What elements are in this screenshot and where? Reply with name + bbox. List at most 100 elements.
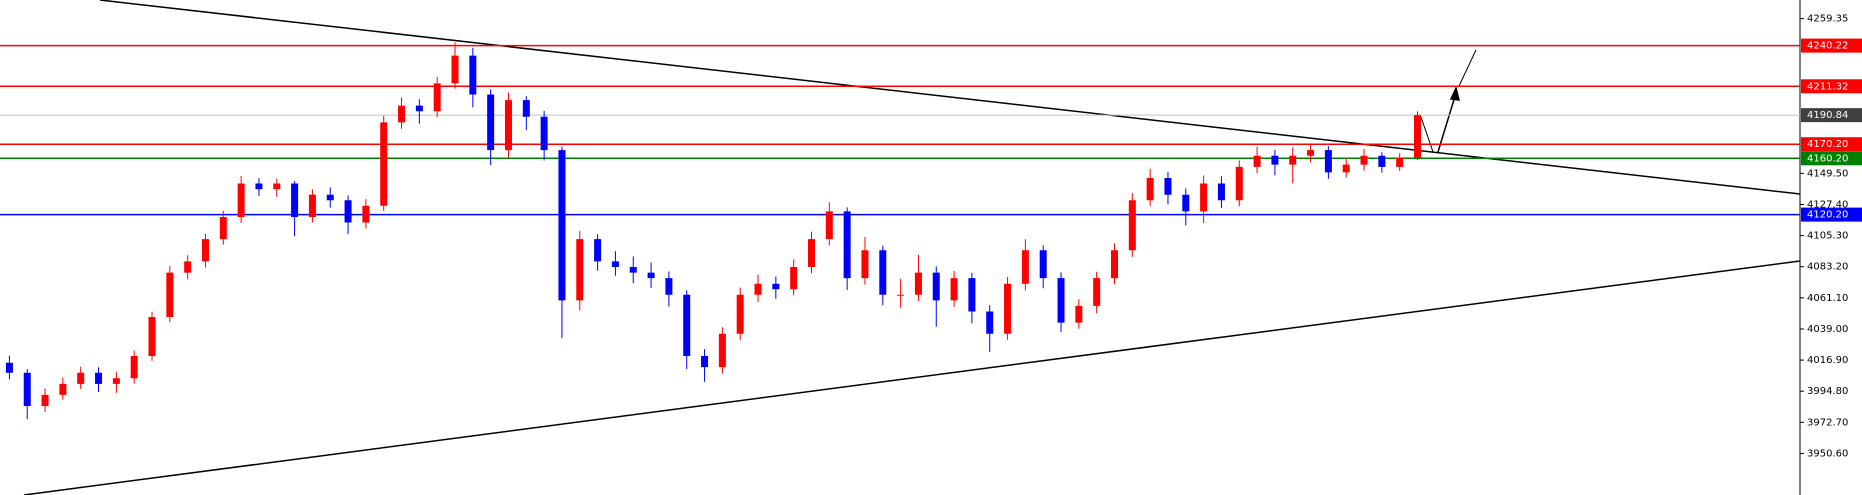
candle-body	[291, 183, 299, 218]
candle-body	[754, 283, 762, 295]
y-tick-label: 4259.35	[1807, 14, 1848, 25]
pullback-arrow	[1420, 116, 1434, 153]
overlay: 3950.60 3972.70 3994.80 4016.90 4039.00 4061.…	[0, 14, 1862, 459]
candle-body	[487, 94, 495, 151]
candle-body	[95, 372, 103, 384]
y-tick-label: 4127.40	[1807, 199, 1848, 210]
candle-body	[1182, 194, 1190, 212]
trend-lines	[23, 0, 1801, 495]
candle-body	[701, 356, 709, 368]
y-tick-label: 3950.60	[1807, 448, 1848, 459]
candle-body	[718, 333, 726, 368]
price-level-box	[1801, 38, 1862, 53]
candle-body	[380, 122, 388, 206]
candle-body	[1021, 250, 1029, 284]
candle-body	[219, 217, 227, 240]
candle-body	[504, 100, 512, 151]
candles	[5, 42, 1422, 420]
candle-body	[308, 194, 316, 218]
arrow-head	[1449, 85, 1460, 101]
candle-body	[1039, 250, 1047, 279]
candle-body	[950, 278, 958, 301]
y-tick-label: 4105.30	[1807, 231, 1848, 242]
candle-body	[398, 105, 406, 123]
candle-body	[1342, 164, 1350, 173]
candle-body	[1004, 283, 1012, 334]
price-level-label: 4240.22	[1807, 41, 1848, 52]
candle-body	[825, 211, 833, 240]
price-level-box	[1801, 151, 1862, 166]
candle-body	[273, 183, 281, 190]
candle-body	[807, 239, 815, 268]
price-level-label: 4211.32	[1807, 81, 1848, 92]
candle-body	[594, 239, 602, 262]
price-level-box	[1801, 207, 1862, 222]
candle-body	[772, 283, 780, 290]
candle-body	[1378, 155, 1386, 167]
price-level-box	[1801, 137, 1862, 152]
candle-body	[932, 272, 940, 301]
candle-body	[451, 55, 459, 84]
price-level-box	[1801, 108, 1862, 123]
candle-body	[861, 250, 869, 279]
candle-body	[1110, 250, 1118, 279]
candle-body	[914, 272, 922, 295]
candle-body	[879, 250, 887, 295]
candle-body	[201, 239, 209, 262]
resistance-trendline	[99, 0, 1801, 195]
support-trendline	[23, 260, 1801, 495]
candle-body	[41, 394, 49, 406]
y-tick-label: 4061.10	[1807, 293, 1848, 304]
price-level-label: 4170.20	[1807, 139, 1848, 150]
candle-body	[629, 267, 637, 273]
candle-body	[184, 261, 192, 273]
candle-body	[611, 261, 619, 268]
y-tick-label: 4083.20	[1807, 262, 1848, 273]
price-level-box	[1801, 79, 1862, 94]
candle-body	[344, 200, 352, 223]
price-level-label: 4160.20	[1807, 153, 1848, 164]
candle-body	[576, 239, 584, 301]
price-level-label: 4120.20	[1807, 210, 1848, 221]
candle-body	[1093, 278, 1101, 306]
candle-body	[130, 356, 138, 379]
candle-body	[415, 105, 423, 112]
candle-body	[683, 294, 691, 357]
candle-body	[166, 272, 174, 317]
candle-body	[77, 372, 85, 384]
candle-body	[1396, 158, 1404, 167]
candle-body	[540, 116, 548, 151]
candle-body	[1235, 166, 1243, 201]
candle-body	[433, 83, 441, 112]
candle-body	[362, 205, 370, 223]
candle-body	[843, 211, 851, 279]
candle-body	[665, 278, 673, 295]
candle-body	[148, 316, 156, 357]
candle-body	[1289, 155, 1297, 165]
candle-body	[59, 383, 67, 395]
candle-body	[1324, 150, 1332, 173]
candle-body	[1057, 278, 1065, 323]
y-tick-label: 3994.80	[1807, 386, 1848, 397]
candle-body	[897, 294, 905, 296]
candle-body	[23, 372, 31, 406]
candle-body	[1075, 305, 1083, 323]
up-arrow	[1437, 92, 1457, 153]
candle-body	[647, 272, 655, 279]
candle-body	[1128, 200, 1136, 251]
candle-body	[1200, 183, 1208, 212]
candle-body	[558, 150, 566, 301]
candle-body	[1253, 155, 1261, 167]
candle-body	[968, 278, 976, 312]
candle-body	[326, 194, 334, 201]
y-tick-label: 3972.70	[1807, 417, 1848, 428]
candle-body	[1271, 155, 1279, 165]
candle-body	[1164, 178, 1172, 195]
candle-body	[736, 294, 744, 334]
candle-body	[522, 100, 530, 117]
candle-body	[469, 55, 477, 95]
candle-body	[1146, 178, 1154, 201]
y-tick-label: 4016.90	[1807, 355, 1848, 366]
